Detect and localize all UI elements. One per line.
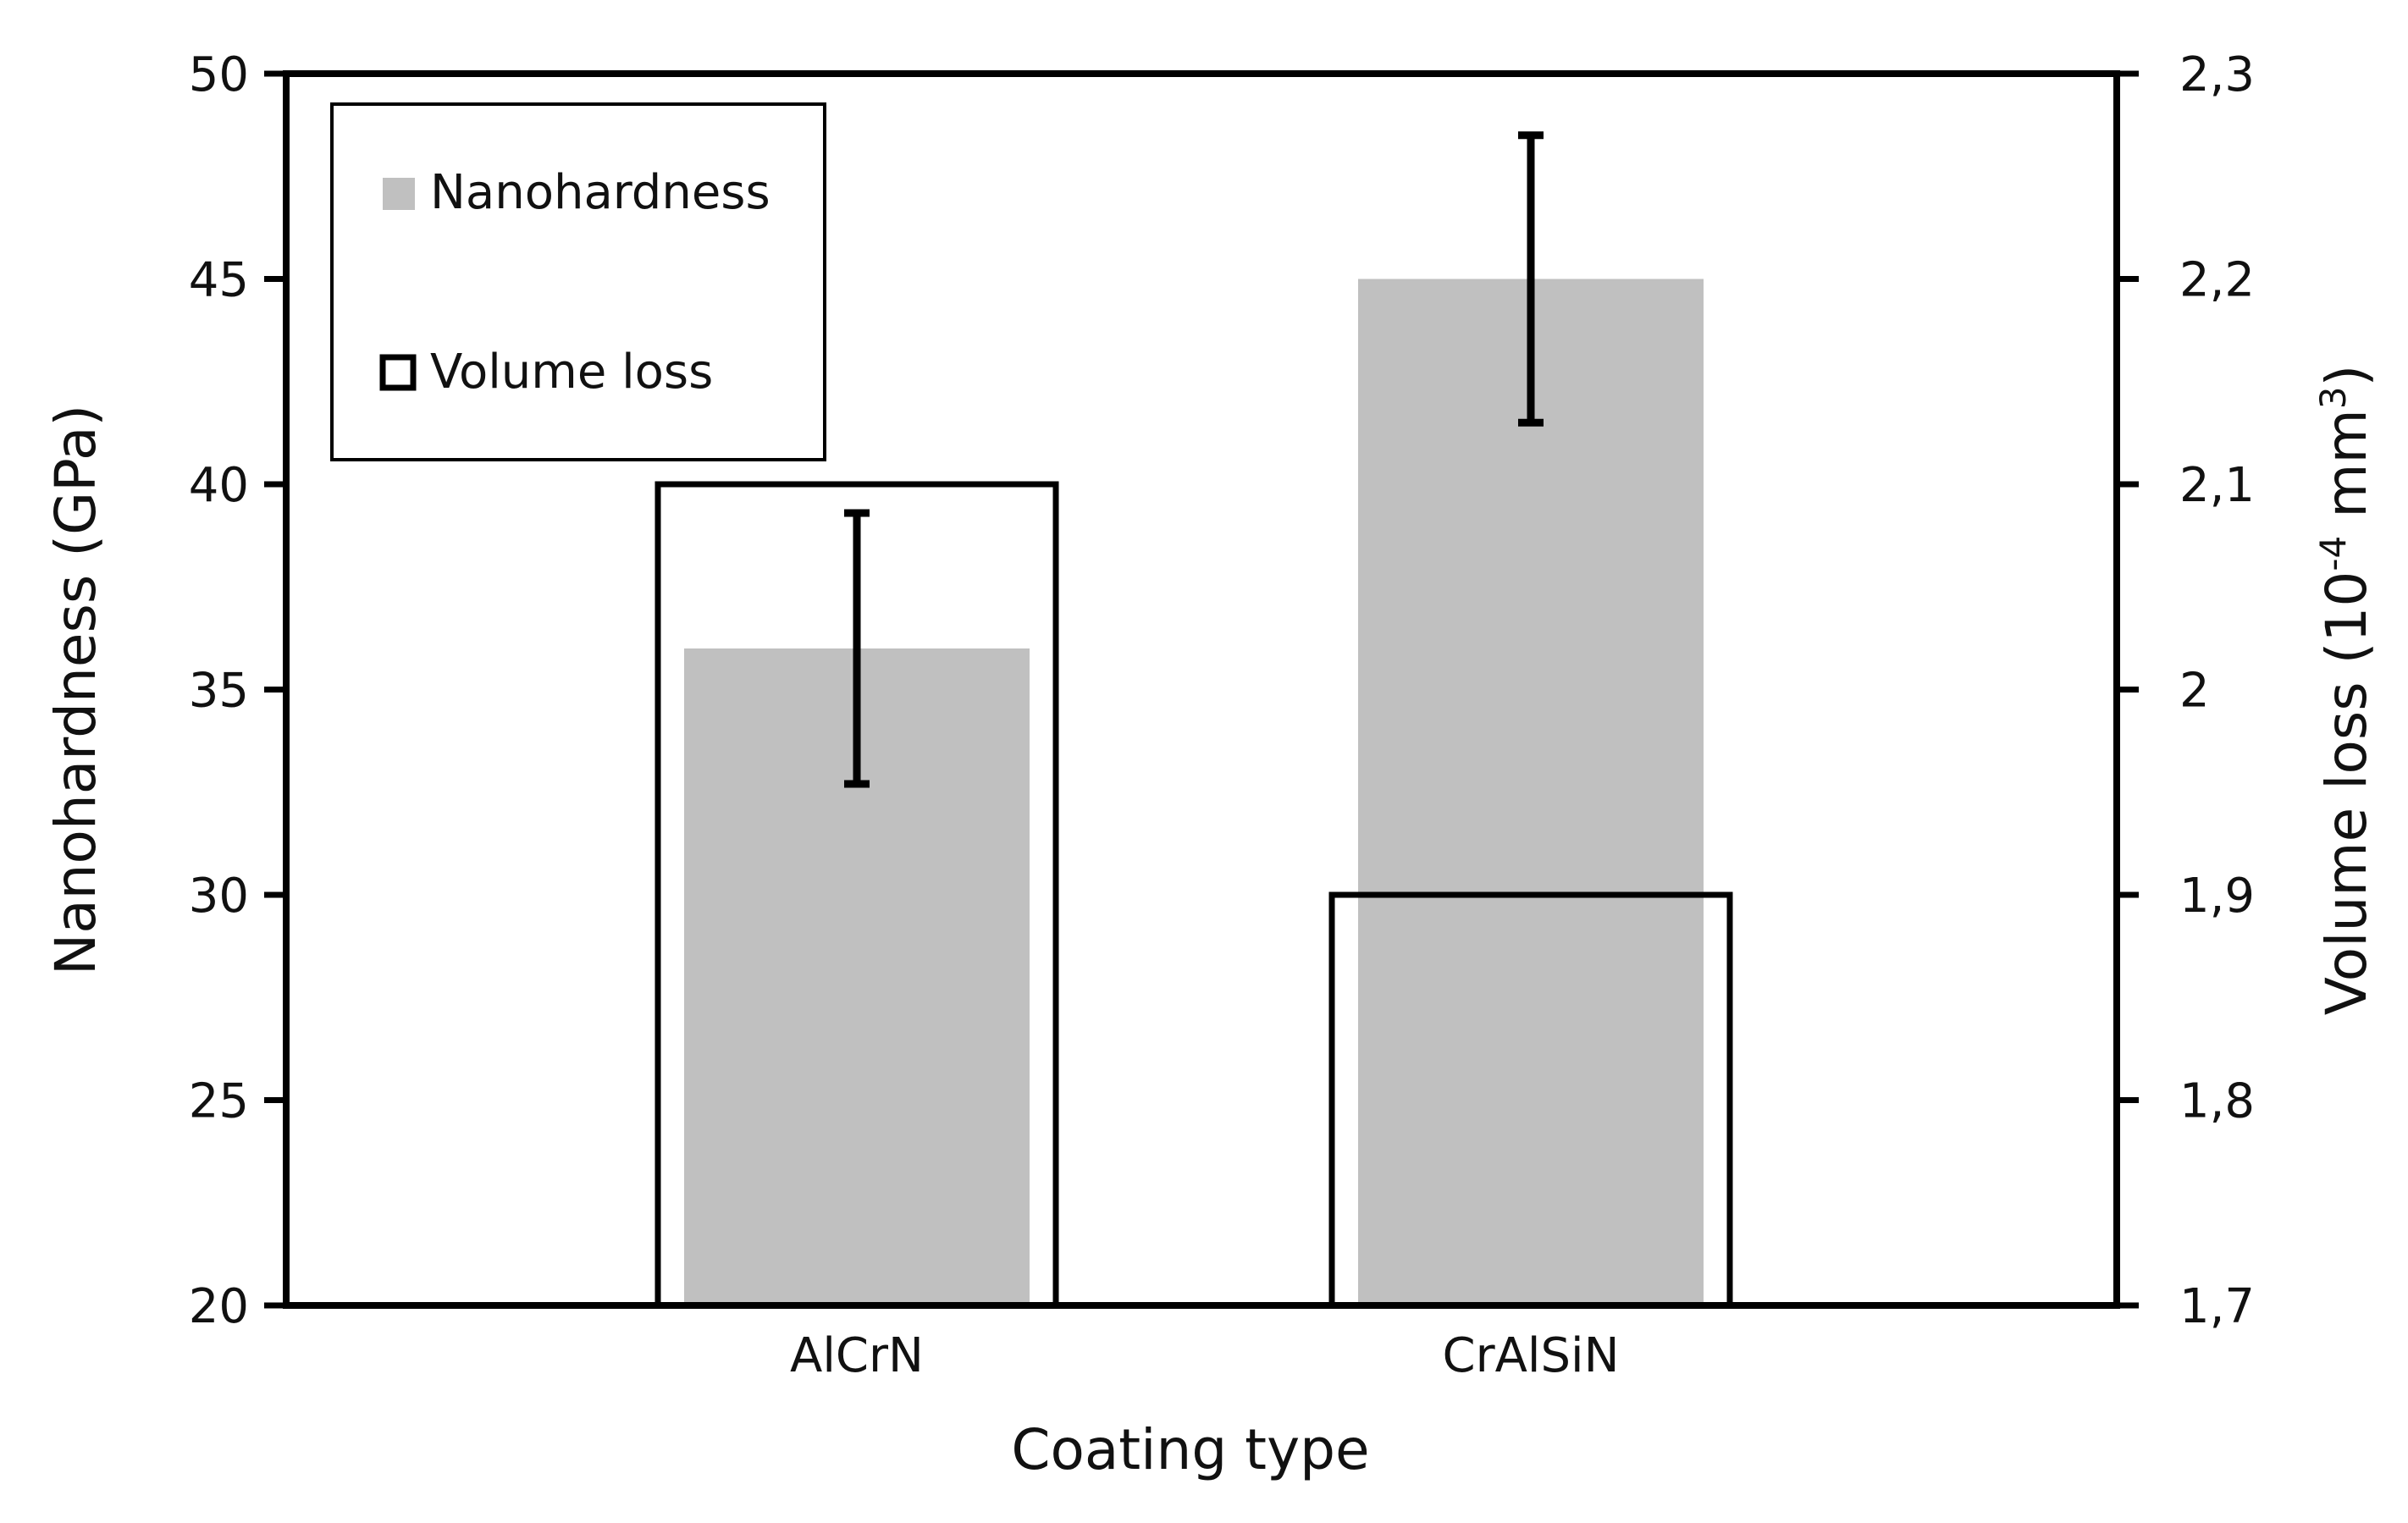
x-category-label: CrAlSiN [1443, 1328, 1620, 1383]
y-left-tick-label: 20 [189, 1279, 249, 1334]
y-axis-right-title-mid: mm [2314, 409, 2379, 536]
y-right-tick-label: 2,2 [2179, 253, 2255, 308]
y-axis-left-title: Nanohardness (GPa) [43, 405, 108, 975]
bar-nanohardness-cralsin [1358, 279, 1704, 1305]
y-left-tick-label: 35 [189, 664, 249, 719]
y-right-tick-label: 1,8 [2179, 1074, 2255, 1129]
x-axis-title: Coating type [1011, 1417, 1369, 1482]
error-bars-layer [844, 131, 1544, 788]
y-left-tick-label: 40 [189, 458, 249, 513]
ticks-layer: 20 25 30 35 40 45 50 1,7 1,8 1,9 2 2,1 2,2 2,3 AlCrN Cr… [189, 47, 2255, 1383]
y-right-tick-label: 2 [2179, 664, 2210, 719]
y-axis-right-title: Volume loss (10-4 mm3) [2312, 365, 2380, 1016]
y-left-tick-label: 50 [189, 47, 249, 102]
legend-nanohardness-swatch [383, 178, 415, 210]
legend-volume-loss-label: Volume loss [430, 345, 713, 400]
bars-layer [654, 279, 1733, 1305]
y-axis-right-title-end: ) [2314, 365, 2379, 387]
legend-volume-loss-swatch [379, 354, 417, 391]
legend-nanohardness-label: Nanohardness [430, 165, 770, 220]
y-left-tick-label: 30 [189, 869, 249, 924]
y-axis-right-title-main: Volume loss (10 [2314, 571, 2379, 1016]
y-right-tick-label: 2,1 [2179, 458, 2255, 513]
legend: Nanohardness Volume loss [330, 102, 826, 461]
y-axis-right-title-exp2: 3 [2312, 386, 2354, 409]
y-right-tick-label: 2,3 [2179, 47, 2255, 102]
y-axis-right-title-exp1: -4 [2312, 536, 2354, 571]
legend-box [330, 102, 826, 461]
x-category-label: AlCrN [790, 1328, 924, 1383]
y-left-tick-label: 45 [189, 253, 249, 308]
y-right-tick-label: 1,7 [2179, 1279, 2255, 1334]
y-left-tick-label: 25 [189, 1074, 249, 1129]
y-right-tick-label: 1,9 [2179, 869, 2255, 924]
